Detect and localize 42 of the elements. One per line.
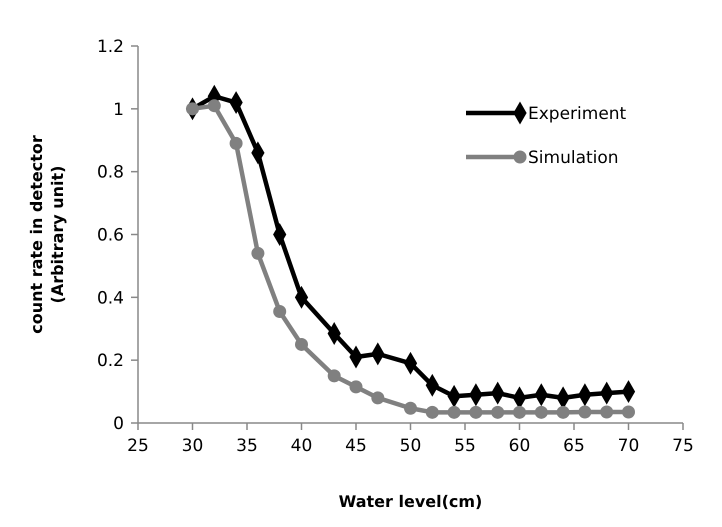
point <box>251 246 264 260</box>
y-tick-label: 1 <box>113 100 124 120</box>
point <box>350 380 362 394</box>
point <box>426 406 439 419</box>
y-tick-label: 0 <box>113 414 124 434</box>
point <box>448 406 461 419</box>
legend-label: Simulation <box>528 148 619 168</box>
point <box>534 406 548 419</box>
point <box>404 402 417 415</box>
point <box>230 136 243 150</box>
point <box>186 102 199 116</box>
x-axis-title: Water level(cm) <box>338 492 482 511</box>
point <box>328 369 341 382</box>
point <box>622 406 635 418</box>
y-tick-label: 0.6 <box>96 225 124 246</box>
point <box>273 304 286 318</box>
x-tick-label: 75 <box>672 436 694 456</box>
y-tick-label: 0.4 <box>96 288 124 308</box>
point <box>513 406 526 419</box>
point <box>295 338 308 351</box>
point <box>578 406 592 418</box>
x-tick-label: 65 <box>563 436 585 456</box>
point <box>469 406 482 419</box>
x-tick-label: 40 <box>290 436 312 456</box>
y-tick-label: 0.2 <box>96 351 124 372</box>
point <box>600 406 614 418</box>
x-tick-label: 50 <box>400 436 422 456</box>
point <box>556 406 570 419</box>
x-tick-label: 70 <box>618 436 640 456</box>
x-tick-label: 60 <box>508 436 530 456</box>
y-tick-label: 1.2 <box>96 36 124 57</box>
x-tick-label: 25 <box>127 436 149 456</box>
point <box>491 406 504 419</box>
x-tick-label: 30 <box>182 436 204 456</box>
x-tick-label: 55 <box>454 436 476 456</box>
y-tick-label: 0.8 <box>96 162 124 183</box>
legend-label: Experiment <box>528 104 627 124</box>
x-tick-label: 45 <box>345 436 367 456</box>
x-tick-label: 35 <box>236 436 258 456</box>
y-axis-title: count rate in detector (Arbitrary unit) <box>27 135 67 334</box>
point <box>208 99 221 112</box>
point <box>371 391 384 404</box>
